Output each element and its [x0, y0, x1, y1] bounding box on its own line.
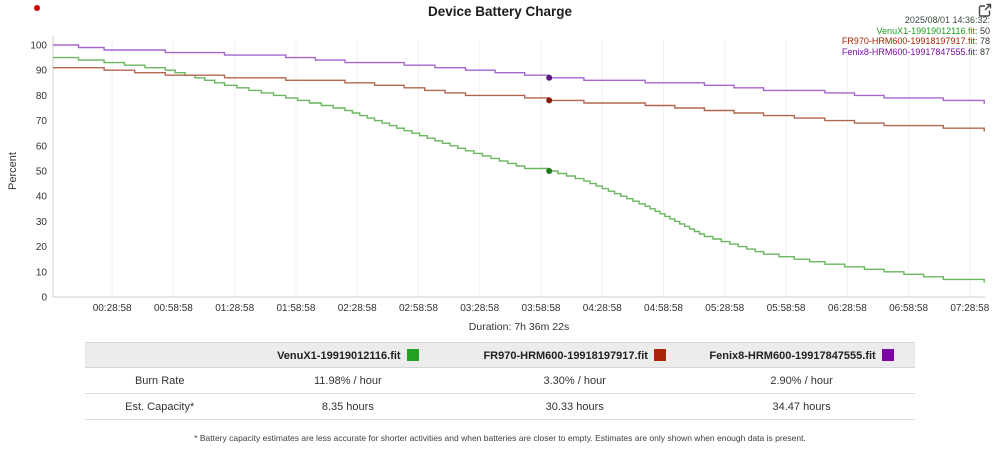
legend-value: 78 — [979, 36, 990, 46]
red-indicator-dot — [34, 5, 40, 11]
y-axis-tick-label: 20 — [36, 242, 48, 253]
venux1-swatch-icon — [406, 348, 419, 361]
fenix8-swatch-icon — [881, 348, 894, 361]
open-external-icon[interactable] — [977, 2, 993, 18]
duration-label: Duration: 7h 36m 22s — [469, 321, 569, 333]
chart-legend: 2025/08/01 14:36:32: VenuX1-19919012116.… — [842, 15, 990, 57]
battery-estimate-footnote: * Battery capacity estimates are less ac… — [194, 433, 806, 443]
legend-label: VenuX1-19919012116.fit: — [876, 25, 978, 36]
est-capacity-label: Est. Capacity* — [85, 393, 235, 420]
fr970-swatch-icon — [653, 348, 666, 361]
y-axis-tick-label: 40 — [36, 192, 48, 203]
y-axis-title: Percent — [7, 152, 19, 190]
x-axis-tick-label: 02:28:58 — [338, 303, 377, 314]
est-capacity-fr970: 30.33 hours — [461, 393, 689, 420]
burn-rate-fr970: 3.30% / hour — [461, 367, 689, 394]
legend-entry-fenix8: Fenix8-HRM600-19917847555.fit: 87 — [842, 47, 990, 58]
stats-header-row: VenuX1-19919012116.fit FR970-HRM600-1991… — [85, 342, 915, 368]
legend-value: 50 — [979, 25, 990, 36]
series-line-fenix8 — [53, 44, 985, 104]
cursor-dot-fr970 — [546, 97, 553, 104]
x-axis-tick-label: 04:28:58 — [583, 303, 622, 314]
est-capacity-fenix8: 34.47 hours — [688, 393, 915, 420]
x-axis-tick-label: 06:58:58 — [889, 303, 928, 314]
legend-entry-fr970: FR970-HRM600-19918197917.fit: 78 — [842, 36, 990, 47]
burn-rate-label: Burn Rate — [85, 367, 235, 394]
stats-header-venux1: VenuX1-19919012116.fit — [234, 342, 462, 368]
x-axis-tick-label: 07:28:58 — [950, 303, 989, 314]
x-axis-tick-label: 00:28:58 — [93, 303, 132, 314]
y-axis-tick-label: 70 — [36, 116, 48, 127]
y-axis-tick-label: 0 — [41, 293, 47, 304]
y-axis-tick-label: 100 — [30, 41, 47, 52]
y-axis-tick-label: 50 — [36, 167, 48, 178]
chart-plot-area[interactable] — [53, 37, 985, 297]
legend-timestamp: 2025/08/01 14:36:32: — [904, 15, 990, 25]
x-axis-tick-label: 03:58:58 — [522, 303, 561, 314]
est-capacity-venux1: 8.35 hours — [234, 393, 462, 420]
cursor-dot-fenix8 — [546, 74, 553, 81]
stats-header-fr970: FR970-HRM600-19918197917.fit — [461, 342, 689, 368]
y-axis-tick-label: 10 — [36, 267, 48, 278]
y-axis-tick-label: 60 — [36, 141, 48, 152]
x-axis-tick-label: 02:58:58 — [399, 303, 438, 314]
burn-rate-fenix8: 2.90% / hour — [688, 367, 915, 394]
legend-label: FR970-HRM600-19918197917.fit: — [841, 36, 978, 46]
x-axis-tick-label: 05:58:58 — [767, 303, 806, 314]
y-axis-tick-label: 80 — [36, 91, 48, 102]
legend-label: Fenix8-HRM600-19917847555.fit: — [841, 46, 978, 57]
x-axis-tick-label: 06:28:58 — [828, 303, 867, 314]
stats-header-fenix8: Fenix8-HRM600-19917847555.fit — [688, 342, 915, 368]
x-axis-tick-label: 01:58:58 — [276, 303, 315, 314]
stats-table: VenuX1-19919012116.fit FR970-HRM600-1991… — [85, 342, 915, 420]
chart-svg: Percent Duration: 7h 36m 22s 00:28:58 00:… — [7, 36, 990, 333]
x-axis-tick-label: 05:28:58 — [705, 303, 744, 314]
table-row: Burn Rate 11.98% / hour 3.30% / hour 2.9… — [85, 367, 915, 394]
x-axis-tick-label: 03:28:58 — [460, 303, 499, 314]
stats-header-empty — [85, 342, 235, 368]
stats-table-container: VenuX1-19919012116.fit FR970-HRM600-1991… — [85, 342, 915, 420]
cursor-dot-venux1 — [546, 168, 553, 174]
x-axis-tick-label: 04:58:58 — [644, 303, 683, 314]
page-title: Device Battery Charge — [427, 4, 573, 19]
y-axis-tick-label: 90 — [36, 66, 48, 77]
x-axis-tick-label: 01:28:58 — [215, 303, 254, 314]
legend-value: 87 — [979, 46, 990, 57]
legend-entry-venux1: VenuX1-19919012116.fit: 50 — [842, 26, 990, 37]
burn-rate-venux1: 11.98% / hour — [234, 367, 462, 394]
x-axis-tick-label: 00:58:58 — [154, 303, 193, 314]
y-axis-tick-label: 30 — [36, 217, 48, 228]
table-row: Est. Capacity* 8.35 hours 30.33 hours 34… — [85, 393, 915, 420]
